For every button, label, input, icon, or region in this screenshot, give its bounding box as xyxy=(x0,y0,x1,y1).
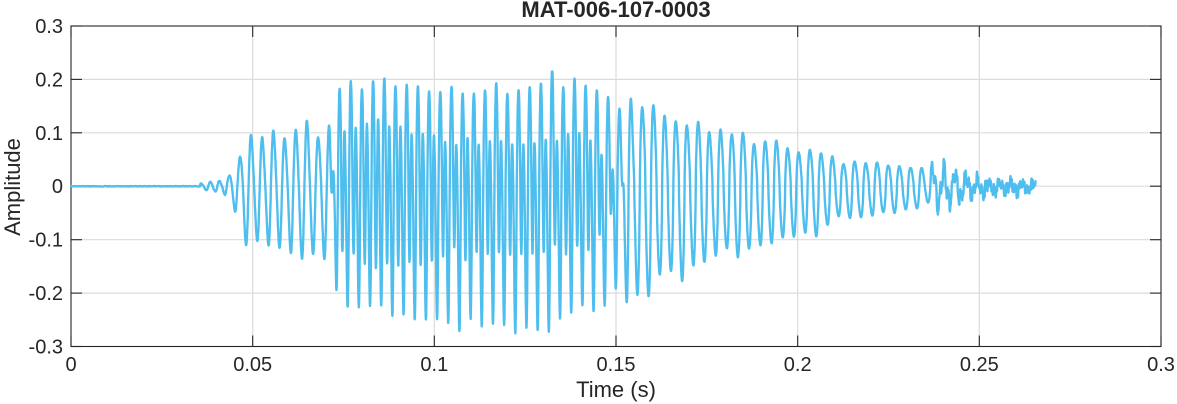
svg-text:-0.1: -0.1 xyxy=(29,230,63,252)
svg-text:Time (s): Time (s) xyxy=(576,377,656,402)
svg-text:0.3: 0.3 xyxy=(1147,354,1175,376)
svg-text:Amplitude: Amplitude xyxy=(0,138,25,236)
svg-text:0.15: 0.15 xyxy=(597,354,636,376)
svg-text:0: 0 xyxy=(65,354,76,376)
svg-text:0: 0 xyxy=(52,176,63,198)
svg-text:0.25: 0.25 xyxy=(960,354,999,376)
svg-text:0.2: 0.2 xyxy=(784,354,812,376)
svg-text:0.1: 0.1 xyxy=(35,123,63,145)
svg-text:0.05: 0.05 xyxy=(233,354,272,376)
svg-text:-0.3: -0.3 xyxy=(29,337,63,359)
svg-text:MAT-006-107-0003: MAT-006-107-0003 xyxy=(521,0,710,22)
svg-text:0.1: 0.1 xyxy=(420,354,448,376)
svg-text:-0.2: -0.2 xyxy=(29,283,63,305)
svg-text:0.2: 0.2 xyxy=(35,69,63,91)
svg-text:0.3: 0.3 xyxy=(35,16,63,38)
